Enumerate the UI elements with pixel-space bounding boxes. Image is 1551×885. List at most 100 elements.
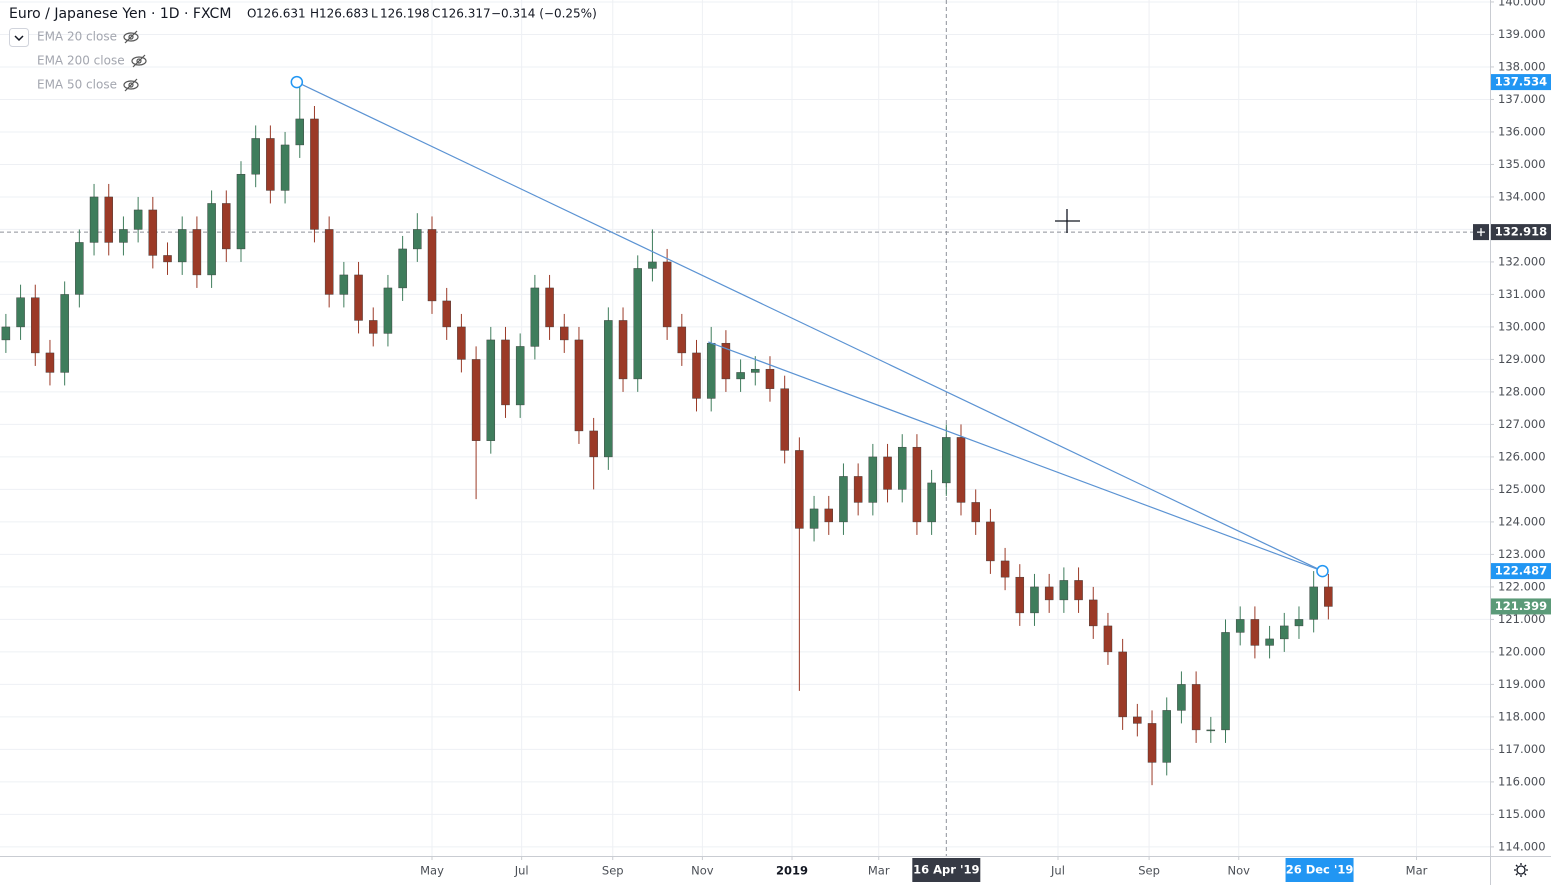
- candle-body: [1059, 580, 1069, 601]
- candle-body: [560, 326, 569, 341]
- y-tick-label: 116.000: [1498, 774, 1546, 788]
- candle-body: [310, 118, 319, 230]
- candle-body: [795, 450, 804, 529]
- candle-body: [324, 229, 334, 295]
- price-label: 132.918: [1495, 225, 1547, 239]
- candle-body: [119, 229, 128, 243]
- candle-body: [1074, 580, 1083, 601]
- candle-body: [971, 502, 980, 523]
- candle-body: [956, 437, 966, 503]
- y-tick-label: 129.000: [1498, 352, 1546, 366]
- candle-body: [692, 352, 701, 399]
- candle-body: [604, 320, 613, 458]
- candle-body: [1221, 632, 1230, 731]
- y-tick-label: 131.000: [1498, 287, 1546, 301]
- candle-body: [104, 196, 113, 243]
- candle-body: [251, 138, 260, 175]
- price-label: 137.534: [1495, 75, 1547, 89]
- quote-value: 126.317: [441, 7, 491, 21]
- candle-body: [618, 320, 628, 380]
- candle-body: [45, 352, 55, 373]
- y-tick-label: 130.000: [1498, 319, 1546, 333]
- candle-body: [574, 339, 584, 432]
- candle-body: [442, 300, 451, 328]
- plot: [0, 0, 1490, 856]
- x-tick-label: Sep: [1138, 864, 1160, 878]
- eye-off-icon[interactable]: [123, 30, 139, 44]
- candle-body: [339, 274, 349, 295]
- candle-body: [207, 203, 216, 276]
- candle-body: [280, 144, 290, 191]
- y-tick-label: 125.000: [1498, 482, 1546, 496]
- candle-body: [530, 287, 540, 347]
- candle-body: [413, 229, 422, 250]
- axes: 114.000 115.000 116.000 117.000 118.000 119.0…: [420, 0, 1551, 882]
- y-tick-label: 115.000: [1498, 807, 1546, 821]
- quote-key: O: [247, 7, 256, 21]
- y-tick-label: 119.000: [1498, 677, 1546, 691]
- indicator-label[interactable]: EMA 50 close: [37, 78, 117, 92]
- ohlc: O 126.631 H 126.683 L 126.198 C 126.317: [247, 7, 491, 21]
- x-tick-label: 2019: [776, 864, 808, 878]
- candle-body: [736, 372, 745, 380]
- eye-off-icon[interactable]: [131, 54, 147, 68]
- time-label-box: [912, 858, 981, 882]
- x-tick-label: May: [420, 864, 444, 878]
- indicator-label[interactable]: EMA 20 close: [37, 30, 117, 44]
- y-tick-label: 118.000: [1498, 709, 1546, 723]
- y-tick-label: 120.000: [1498, 644, 1546, 658]
- y-tick-label: 127.000: [1498, 417, 1546, 431]
- y-tick-label: 117.000: [1498, 742, 1546, 756]
- quote-key: L: [371, 7, 378, 21]
- y-tick-label: 126.000: [1498, 449, 1546, 463]
- x-tick-label: Sep: [602, 864, 624, 878]
- candle-body: [780, 388, 789, 451]
- candle-body: [89, 196, 99, 243]
- hidden-icons: [123, 30, 147, 92]
- candle-body: [31, 297, 40, 354]
- y-tick-label: 128.000: [1498, 384, 1546, 398]
- candle-body: [354, 274, 363, 321]
- candle-body: [986, 521, 995, 562]
- y-tick-label: 122.000: [1498, 579, 1546, 593]
- y-tick-label: 121.000: [1498, 612, 1546, 626]
- trendline: [296, 81, 1323, 572]
- candle-body: [60, 294, 69, 373]
- candle-body: [1191, 684, 1201, 731]
- settings-icon[interactable]: [1514, 863, 1528, 877]
- candle-body: [236, 173, 246, 250]
- candle-body: [368, 320, 378, 334]
- candle-body: [222, 203, 231, 250]
- candle-body: [163, 255, 172, 263]
- symbol-title: Euro / Japanese Yen · 1D · FXCM: [9, 6, 231, 22]
- y-tick-label: 136.000: [1498, 124, 1546, 138]
- price-label-box: [1491, 224, 1551, 241]
- quote-value: 126.683: [319, 7, 369, 21]
- collapse-button[interactable]: [9, 28, 29, 47]
- candle-body: [1309, 586, 1318, 620]
- trendline: [708, 341, 1323, 572]
- candle-body: [266, 138, 275, 191]
- indicator-label[interactable]: EMA 200 close: [37, 54, 125, 68]
- candle-body: [471, 359, 481, 441]
- candle-body: [192, 229, 202, 276]
- candle-body: [1280, 625, 1289, 640]
- y-tick-label: 124.000: [1498, 514, 1546, 528]
- y-tick-label: 137.000: [1498, 92, 1546, 106]
- candle-body: [1118, 651, 1127, 718]
- x-tick-label: Nov: [691, 864, 714, 878]
- eye-off-icon[interactable]: [123, 78, 139, 92]
- candle-body: [765, 368, 775, 389]
- candle-body: [1147, 723, 1157, 763]
- trendline-handle: [290, 75, 304, 89]
- change: −0.314 (−0.25%): [491, 7, 597, 21]
- candle-body: [912, 446, 922, 523]
- candle-body: [1133, 716, 1142, 724]
- price-label: 122.487: [1495, 564, 1547, 578]
- candle-body: [1103, 625, 1113, 653]
- y-tick-label: 123.000: [1498, 547, 1546, 561]
- crosshair-plus: [1477, 228, 1485, 237]
- candle-body: [809, 508, 819, 529]
- candle-body: [751, 368, 760, 373]
